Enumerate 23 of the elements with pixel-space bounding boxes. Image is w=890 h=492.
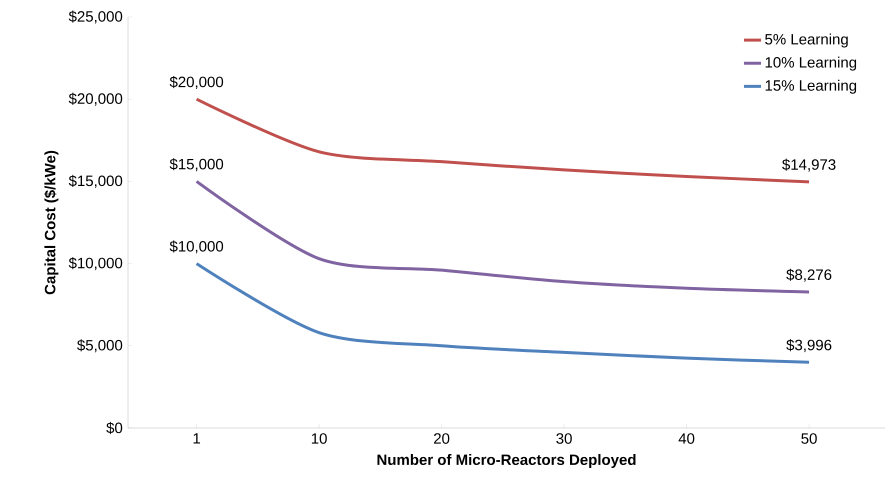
legend-label: 5% Learning bbox=[765, 34, 848, 48]
y-tick-label: $0 bbox=[106, 422, 122, 434]
x-axis-title: Number of Micro-Reactors Deployed bbox=[377, 454, 636, 468]
legend-label: 15% Learning bbox=[766, 80, 856, 94]
y-tick-label: $20,000 bbox=[68, 92, 122, 106]
y-tick-label: $5,000 bbox=[77, 339, 122, 352]
x-tick-label: 40 bbox=[678, 433, 694, 444]
x-tick-label: 20 bbox=[434, 433, 450, 444]
y-tick-label: $10,000 bbox=[68, 257, 122, 270]
data-label: $15,000 bbox=[170, 158, 224, 172]
x-tick-label: 1 bbox=[194, 433, 200, 444]
data-label: $20,000 bbox=[170, 76, 224, 89]
y-tick-label: $25,000 bbox=[68, 10, 122, 24]
y-axis-title: Capital Cost ($/kWe) bbox=[44, 150, 58, 294]
data-label: $3,996 bbox=[786, 339, 832, 352]
x-tick-label: 30 bbox=[556, 433, 572, 444]
x-tick-label: 50 bbox=[801, 433, 817, 444]
y-tick-label: $15,000 bbox=[68, 174, 122, 188]
x-tick-label: 10 bbox=[312, 433, 327, 444]
data-label: $8,276 bbox=[786, 268, 832, 282]
data-label: $10,000 bbox=[170, 240, 224, 254]
legend-label: 10% Learning bbox=[766, 56, 856, 71]
data-label: $14,973 bbox=[782, 158, 836, 172]
